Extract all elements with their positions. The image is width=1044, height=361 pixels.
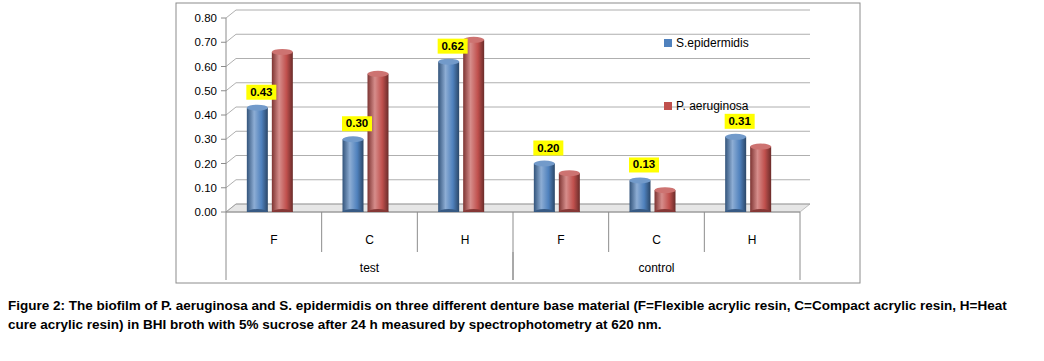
data-label-box <box>438 39 468 54</box>
y-tick-label: 0.00 <box>195 206 217 218</box>
grid-line <box>226 10 810 18</box>
data-label: 0.13 <box>633 158 655 170</box>
y-tick-label: 0.40 <box>195 109 217 121</box>
bar <box>559 170 580 212</box>
x-tick-label: F <box>557 233 564 247</box>
x-tick-label: C <box>652 233 661 247</box>
y-tick <box>221 18 226 19</box>
y-tick <box>221 115 226 116</box>
x-tick-label: C <box>365 233 374 247</box>
y-tick <box>221 42 226 43</box>
y-tick-label: 0.10 <box>195 182 217 194</box>
data-label-box <box>725 114 755 129</box>
bar <box>463 37 484 212</box>
bar <box>368 71 389 212</box>
bar <box>725 134 746 212</box>
y-tick <box>221 187 226 188</box>
y-tick-label: 0.60 <box>195 61 217 73</box>
x-tick-label: H <box>748 233 757 247</box>
grid-line <box>226 59 810 67</box>
plot-floor <box>226 204 810 212</box>
legend: S.epidermidis P. aeruginosa <box>664 36 749 113</box>
y-tick-label: 0.30 <box>195 133 217 145</box>
grid-line <box>226 180 810 188</box>
grid-line <box>226 156 810 164</box>
grid-line <box>226 131 810 139</box>
group-label: control <box>638 261 674 275</box>
y-tick-label: 0.50 <box>195 85 217 97</box>
y-tick <box>221 66 226 67</box>
bar <box>630 177 651 212</box>
chart-frame <box>176 3 860 283</box>
data-labels: 0.43 0.30 0.62 0.20 0.13 0.31 <box>246 39 754 173</box>
data-label: 0.20 <box>537 142 559 154</box>
y-tick <box>221 163 226 164</box>
group-separator <box>226 252 227 280</box>
bar <box>438 59 459 212</box>
y-tick <box>221 212 226 213</box>
data-label: 0.31 <box>728 115 751 127</box>
group-separator <box>800 252 801 280</box>
x-tick-label: H <box>461 233 470 247</box>
grid-line <box>226 83 810 91</box>
data-label-box <box>342 116 372 131</box>
x-tick <box>226 212 227 252</box>
y-tick-label: 0.20 <box>195 158 217 170</box>
y-tick <box>221 139 226 140</box>
x-tick <box>417 212 418 252</box>
plot-area <box>226 18 800 212</box>
bar <box>272 49 293 212</box>
bars <box>247 37 771 212</box>
bar <box>655 187 676 212</box>
data-label-box <box>533 141 563 156</box>
bar <box>247 105 268 212</box>
group-label: test <box>360 261 380 275</box>
data-label: 0.43 <box>250 86 272 98</box>
data-label: 0.30 <box>346 117 368 129</box>
bar <box>534 161 555 213</box>
y-tick <box>221 90 226 91</box>
x-tick-label: F <box>270 233 277 247</box>
x-tick <box>513 212 514 252</box>
x-tick <box>608 212 609 252</box>
x-tick <box>321 212 322 252</box>
x-tick <box>704 212 705 252</box>
legend-label: S.epidermidis <box>676 36 749 50</box>
bar <box>343 136 364 212</box>
x-tick <box>800 212 801 252</box>
legend-label: P. aeruginosa <box>676 99 749 113</box>
y-axis <box>226 18 227 212</box>
group-separator <box>513 252 514 280</box>
data-label-box <box>246 85 276 100</box>
data-label-box <box>629 157 659 172</box>
legend-swatch <box>664 39 672 47</box>
group-separator <box>513 252 514 280</box>
y-tick-label: 0.70 <box>195 36 217 48</box>
legend-swatch <box>664 102 672 110</box>
data-label: 0.62 <box>441 40 463 52</box>
grid-line <box>226 204 810 212</box>
bar <box>750 144 771 212</box>
caption: Figure 2: The biofilm of P. aeruginosa a… <box>8 296 1038 334</box>
y-tick-label: 0.80 <box>195 12 217 24</box>
